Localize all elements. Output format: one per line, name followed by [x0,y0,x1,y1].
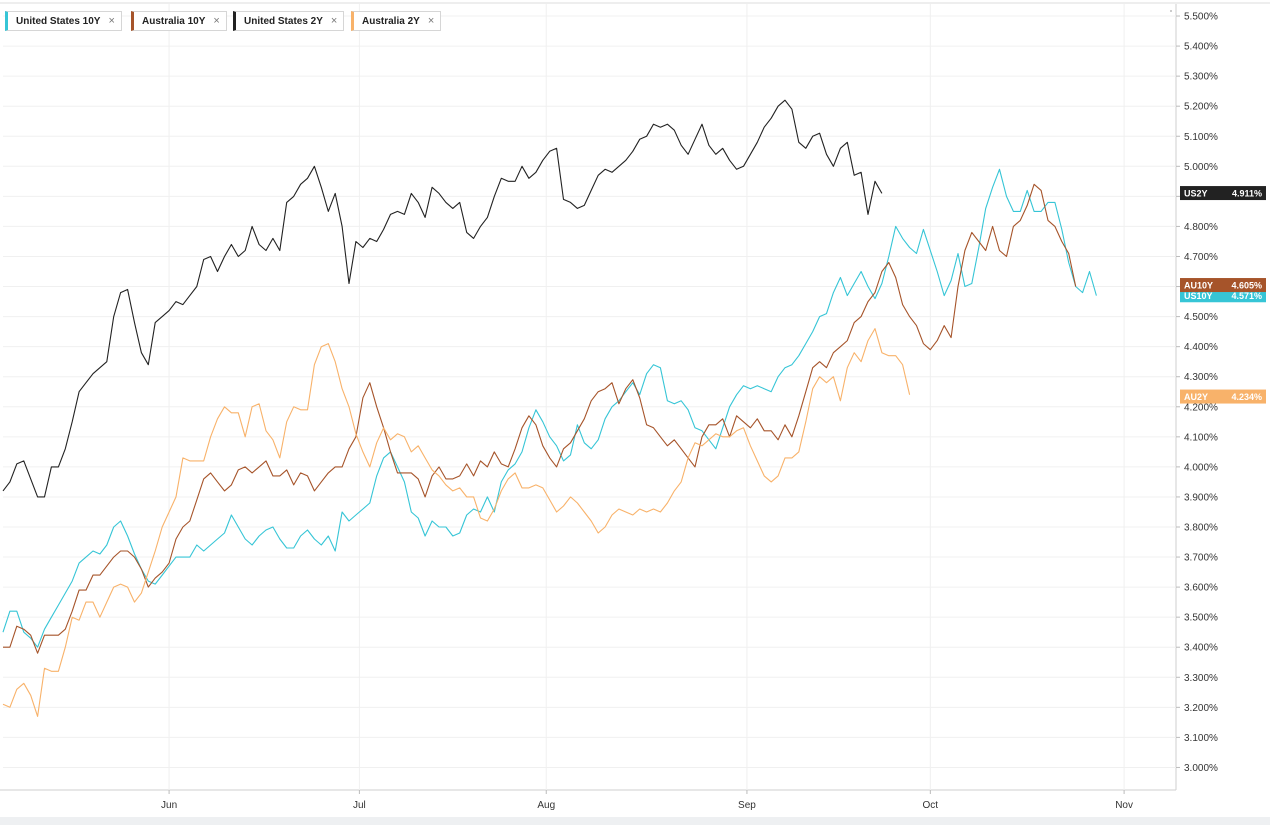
remove-series-icon[interactable]: × [330,15,338,27]
value-label-bg [1180,278,1266,293]
series-tag: AU2Y [1184,392,1208,402]
y-tick-label: 3.200% [1184,703,1218,714]
series-last-value: 4.911% [1232,189,1262,199]
series-tag: US2Y [1184,189,1208,199]
value-label-bg [1180,186,1266,201]
series-line-au10y [3,183,1077,654]
legend-label: Australia 10Y [142,16,206,27]
series-last-value: 4.605% [1231,281,1262,291]
legend-label: United States 10Y [16,16,101,27]
x-tick-label: Jul [353,800,366,811]
y-tick-label: 5.000% [1184,162,1218,173]
legend-label: United States 2Y [244,16,323,27]
y-tick-label: 3.300% [1184,673,1218,684]
series-line-us2y [2,99,883,498]
last-value-label-us2y: US2Y 4.911% [1180,186,1266,201]
y-tick-label: 5.400% [1184,42,1218,53]
x-tick-label: Aug [537,800,555,811]
y-tick-label: 5.200% [1184,102,1218,113]
y-tick-label: 3.900% [1184,492,1218,503]
y-tick-label: 4.200% [1184,402,1218,413]
legend-label: Australia 2Y [362,16,420,27]
legend-chip-us10y[interactable]: United States 10Y × [5,11,122,31]
x-axis: Jun Jul Aug Sep Oct Nov [161,790,1133,811]
legend-chip-au2y[interactable]: Australia 2Y × [351,11,442,31]
legend-chip-au10y[interactable]: Australia 10Y × [131,11,227,31]
y-tick-label: 3.400% [1184,643,1218,654]
bottom-scroll-strip [0,817,1270,825]
series-lines [2,99,1097,717]
y-tick-label: 5.500% [1184,12,1218,23]
y-tick-label: 3.100% [1184,733,1218,744]
series-tag: AU10Y [1184,281,1213,291]
series-tag: US10Y [1184,291,1213,301]
remove-series-icon[interactable]: × [213,15,220,27]
y-tick-label: 4.800% [1184,222,1218,233]
y-tick-label: 5.300% [1184,72,1218,83]
remove-series-icon[interactable]: × [108,15,115,27]
x-tick-label: Nov [1115,800,1133,811]
series-line-us10y [2,168,1097,648]
last-value-labels: US10Y 4.571% AU10Y 4.605% US2Y 4.911% AU2Y 4.23… [1180,186,1266,404]
x-tick-label: Jun [161,800,177,811]
y-tick-label: 4.000% [1184,462,1218,473]
y-tick-label: 3.000% [1184,763,1218,774]
y-tick-label: 3.700% [1184,553,1218,564]
y-tick-label: 4.700% [1184,252,1218,263]
series-line-au2y [2,328,911,717]
value-label-bg [1180,389,1266,404]
remove-series-icon[interactable]: × [427,15,435,27]
x-tick-label: Oct [923,800,939,811]
last-value-label-au10y: AU10Y 4.605% [1180,278,1266,293]
series-last-value: 4.234% [1231,392,1262,402]
legend-chip-us2y[interactable]: United States 2Y × [233,11,345,31]
series-last-value: 4.571% [1231,291,1262,301]
y-tick-label: 4.100% [1184,432,1218,443]
y-tick-label: 4.300% [1184,372,1218,383]
y-tick-label: 4.500% [1184,312,1218,323]
y-tick-label: 4.400% [1184,342,1218,353]
y-tick-label: 3.500% [1184,613,1218,624]
last-value-label-au2y: AU2Y 4.234% [1180,389,1266,404]
y-tick-label: 5.100% [1184,132,1218,143]
y-tick-label: 3.600% [1184,583,1218,594]
x-tick-label: Sep [738,800,756,811]
y-tick-label: 3.800% [1184,522,1218,533]
y-axis: 3.000% 3.100% 3.200% 3.300% 3.400% 3.500% 3.60… [1170,10,1218,774]
